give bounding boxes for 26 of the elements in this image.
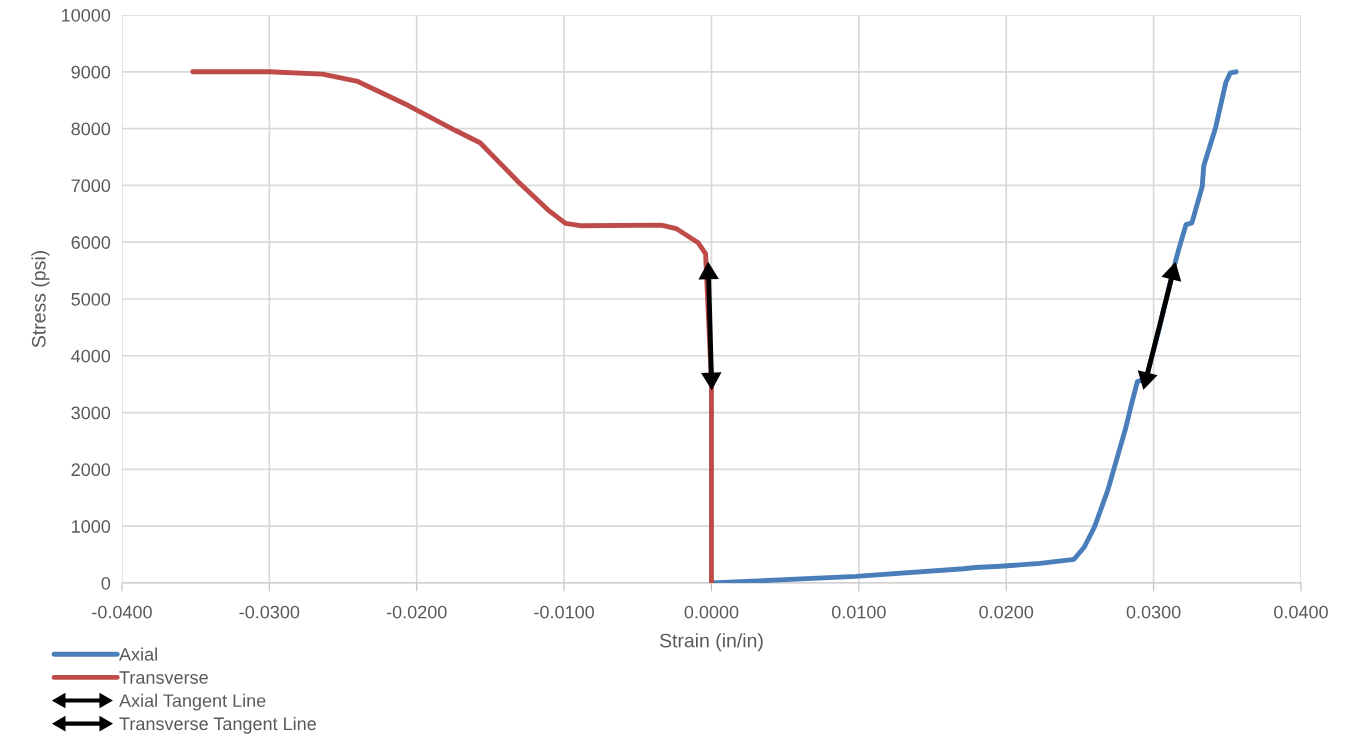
x-tick-label: -0.0100 — [534, 605, 594, 619]
y-tick-label: 5000 — [71, 292, 111, 306]
y-tick-label: 3000 — [71, 406, 111, 420]
y-axis-title: Stress (psi) — [31, 251, 50, 348]
y-tick-label: 7000 — [71, 179, 111, 193]
y-tick-label: 6000 — [71, 236, 111, 249]
legend-label: Axial Tangent Line — [119, 693, 266, 711]
x-tick-label: 0.0300 — [1126, 605, 1181, 619]
y-tick-label: 4000 — [71, 349, 111, 363]
legend-label: Transverse — [119, 671, 208, 684]
x-tick-label: 0.0000 — [684, 605, 739, 619]
x-tick-label: 0.0200 — [979, 605, 1034, 619]
x-tick-label: 0.0400 — [1274, 605, 1328, 619]
x-axis-title: Strain (in/in) — [659, 633, 763, 652]
y-tick-label: 8000 — [71, 122, 111, 136]
x-tick-label: -0.0200 — [386, 605, 447, 619]
y-tick-label: 1000 — [72, 520, 111, 533]
y-tick-label: 9000 — [71, 65, 111, 79]
x-tick-label: -0.0300 — [239, 605, 300, 619]
legend-label: Transverse Tangent Line — [119, 716, 316, 734]
legend-label: Axial — [119, 647, 157, 661]
y-tick-label: 0 — [101, 576, 111, 590]
x-tick-label: -0.0400 — [92, 605, 152, 619]
y-tick-label: 10000 — [62, 8, 111, 22]
x-tick-label: 0.0100 — [831, 605, 886, 619]
y-tick-label: 2000 — [71, 463, 111, 477]
